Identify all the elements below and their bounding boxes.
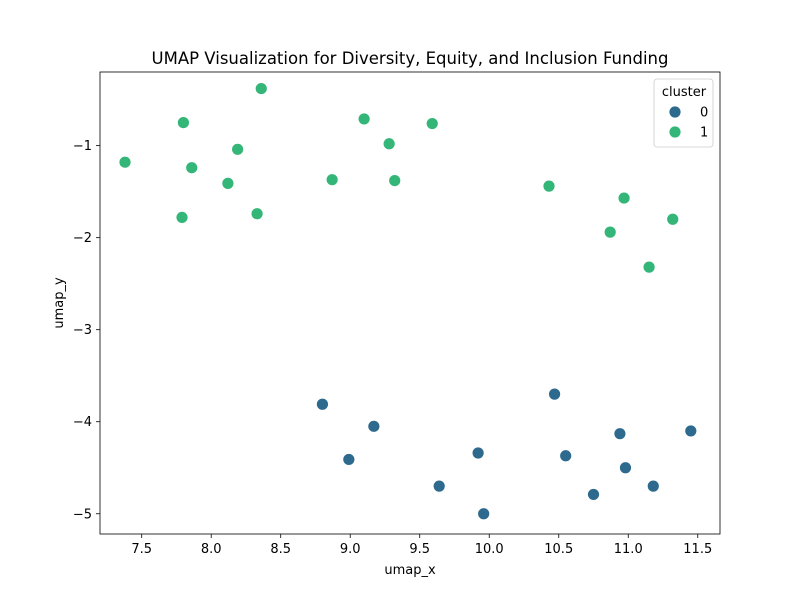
x-tick-label: 9.0 — [340, 542, 361, 557]
y-tick-label: −4 — [73, 415, 92, 430]
x-tick-label: 7.5 — [131, 542, 152, 557]
y-tick-label: −5 — [73, 507, 92, 522]
data-point-cluster-0 — [367, 419, 381, 433]
data-point-cluster-1 — [642, 260, 656, 274]
x-tick-label: 10.5 — [544, 542, 573, 557]
data-point-cluster-1 — [617, 191, 631, 205]
data-point-cluster-1 — [254, 82, 268, 95]
data-point-cluster-1 — [231, 142, 245, 156]
data-point-cluster-1 — [425, 117, 439, 130]
data-point-cluster-0 — [548, 387, 561, 401]
data-point-cluster-1 — [388, 174, 402, 187]
x-tick-label: 9.5 — [409, 542, 430, 557]
data-point-cluster-1 — [221, 176, 235, 190]
legend-title: cluster — [662, 85, 707, 100]
x-tick-label: 8.0 — [201, 542, 222, 557]
data-points — [118, 82, 698, 521]
y-axis-label: umap_y — [52, 277, 67, 329]
data-point-cluster-0 — [587, 488, 600, 501]
data-point-cluster-0 — [342, 453, 356, 466]
y-tick-label: −3 — [73, 323, 92, 338]
data-point-cluster-1 — [175, 211, 189, 224]
data-point-cluster-1 — [185, 161, 199, 175]
y-tick-label: −2 — [73, 231, 92, 246]
data-point-cluster-1 — [382, 137, 396, 151]
data-point-cluster-0 — [646, 479, 660, 493]
x-tick-label: 8.5 — [270, 542, 291, 557]
x-tick-label: 11.0 — [614, 542, 643, 557]
data-point-cluster-1 — [357, 112, 371, 126]
data-point-cluster-1 — [542, 179, 556, 193]
x-tick-label: 10.0 — [475, 542, 504, 557]
legend-box — [653, 78, 714, 148]
data-point-cluster-0 — [613, 427, 627, 441]
legend-marker-cluster-0 — [668, 105, 682, 119]
chart-title: UMAP Visualization for Diversity, Equity… — [152, 49, 669, 68]
data-point-cluster-1 — [250, 207, 264, 221]
y-tick-label: −1 — [73, 139, 92, 154]
data-point-cluster-0 — [432, 479, 446, 493]
data-point-cluster-1 — [603, 225, 617, 239]
data-point-cluster-0 — [471, 446, 485, 460]
legend: cluster 0 1 — [653, 78, 714, 148]
data-point-cluster-0 — [684, 424, 698, 438]
data-point-cluster-0 — [559, 449, 573, 463]
legend-label-cluster-1: 1 — [700, 126, 708, 141]
data-point-cluster-1 — [177, 116, 190, 130]
data-point-cluster-1 — [118, 155, 132, 169]
data-point-cluster-0 — [316, 397, 329, 411]
data-point-cluster-1 — [325, 173, 339, 187]
x-axis: 7.5 8.0 8.5 9.0 9.5 10.0 10.5 11.0 11.5 — [131, 534, 712, 557]
x-tick-label: 11.5 — [683, 542, 712, 557]
plot-area-frame — [99, 71, 721, 535]
y-axis: −1 −2 −3 −4 −5 — [73, 139, 100, 522]
data-point-cluster-0 — [477, 507, 491, 521]
legend-marker-cluster-1 — [668, 125, 682, 139]
legend-label-cluster-0: 0 — [700, 106, 708, 121]
x-axis-label: umap_x — [384, 563, 436, 578]
data-point-cluster-1 — [666, 212, 680, 226]
data-point-cluster-0 — [619, 461, 632, 475]
